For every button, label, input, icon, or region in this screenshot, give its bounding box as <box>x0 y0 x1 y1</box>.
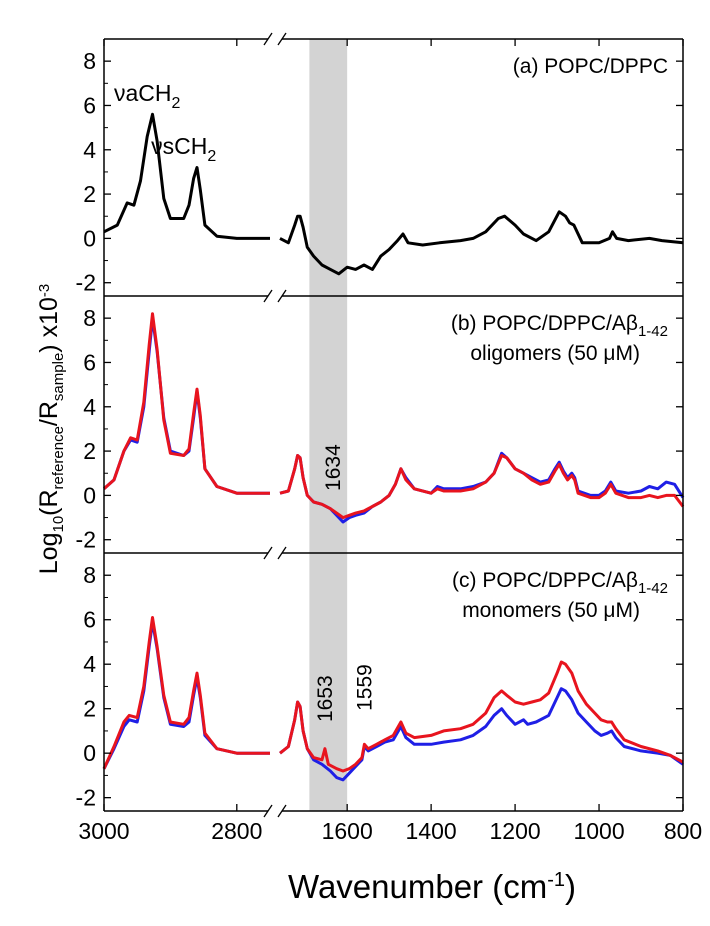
x-tick-label-800: 800 <box>664 818 702 844</box>
break-gap-4 <box>268 807 282 815</box>
y-tick-label-p2-0: 0 <box>83 482 96 508</box>
peak-label-subscript: 2 <box>207 148 216 165</box>
highlight-band <box>309 39 348 811</box>
y-tick-label-p2-8: 8 <box>83 305 96 331</box>
break-mark-a-1 <box>263 32 273 46</box>
y-tick-label-p3-2: 2 <box>83 696 96 722</box>
annotation-1653: 1653 <box>314 675 337 722</box>
y-tick-label-p1-4: 4 <box>83 137 96 163</box>
x-tick-label-1000: 1000 <box>573 818 624 844</box>
y-title-part-1: Log <box>35 533 63 575</box>
panel-label-1: (a) POPC/DPPC <box>513 55 668 78</box>
y-axis-title: Log10(Rreference/Rsample) x10-3 <box>35 284 67 574</box>
series-line-panel2-2-low <box>279 454 685 520</box>
y-title-part-5: /R <box>35 401 63 426</box>
break-mark-a-2 <box>263 289 273 303</box>
frame-layer <box>103 32 684 818</box>
y-title-part-8: -3 <box>36 284 53 297</box>
y-tick-label-p2-6: 6 <box>83 349 96 375</box>
y-tick-label-p1--2: -2 <box>76 270 96 296</box>
break-mark-a-3 <box>263 546 273 560</box>
series-line-panel3-2-high <box>102 616 270 770</box>
y-tick-label-p3-8: 8 <box>83 562 96 588</box>
y-title-part-4: reference <box>50 426 67 489</box>
x-tick-label-2800: 2800 <box>211 818 262 844</box>
panel-label-subscript: 1-42 <box>638 323 668 340</box>
y-tick-label-p1-0: 0 <box>83 225 96 251</box>
y-title-part-6: sample <box>50 353 67 401</box>
break-gap-2 <box>268 292 282 300</box>
peak-label-subscript: 2 <box>171 95 180 112</box>
y-tick-label-p2--2: -2 <box>76 527 96 553</box>
y-tick-label-p3-4: 4 <box>83 651 96 677</box>
y-tick-label-p3-0: 0 <box>83 740 96 766</box>
x-tick-label-1600: 1600 <box>322 818 373 844</box>
y-title-part-7: ) x10 <box>35 297 63 353</box>
panel-label-line2-2: oligomers (50 μM) <box>470 342 640 365</box>
peak-label-base: νaCH <box>114 80 172 106</box>
panel-label-2: (b) POPC/DPPC/Aβ1-42 <box>451 312 668 340</box>
series-line-panel3-2-low <box>279 660 684 773</box>
peak-label-1: νaCH2 <box>114 80 181 112</box>
panel-label-main: (a) POPC/DPPC <box>513 55 668 78</box>
series-layer <box>102 112 685 782</box>
break-mark-b-2 <box>277 289 287 303</box>
series-line-panel2-2-high <box>103 312 270 495</box>
x-title-part-1: Wavenumber (cm <box>288 868 547 905</box>
y-tick-label-p1-8: 8 <box>83 48 96 74</box>
break-mark-b-1 <box>277 32 287 46</box>
peak-label-2: νsCH2 <box>151 133 216 165</box>
break-mark-b-4 <box>277 804 287 818</box>
annotation-1559: 1559 <box>353 664 376 711</box>
series-line-panel1-1-high <box>103 112 270 240</box>
peak-label-base: νsCH <box>151 133 207 159</box>
series-line-panel3-1-low <box>279 687 684 782</box>
y-tick-label-p1-2: 2 <box>83 181 96 207</box>
panel-label-line2-3: monomers (50 μM) <box>462 599 640 622</box>
y-tick-label-p3-6: 6 <box>83 607 96 633</box>
x-title-part-2: -1 <box>547 869 565 891</box>
y-tick-label-p2-2: 2 <box>83 438 96 464</box>
annotation-1634: 1634 <box>322 444 345 491</box>
break-gap-3 <box>268 549 282 557</box>
x-title-part-3: ) <box>565 868 576 905</box>
panel-label-main: (b) POPC/DPPC/Aβ <box>451 312 638 335</box>
break-mark-b-3 <box>277 546 287 560</box>
y-tick-label-p2-4: 4 <box>83 394 96 420</box>
series-line-panel1-1-low <box>279 210 684 276</box>
break-gap-1 <box>268 35 282 43</box>
x-tick-label-1200: 1200 <box>489 818 540 844</box>
x-axis-title: Wavenumber (cm-1) <box>288 868 576 905</box>
y-title-part-2: 10 <box>50 516 67 533</box>
y-tick-label-p3--2: -2 <box>76 785 96 811</box>
panel-label-3: (c) POPC/DPPC/Aβ1-42 <box>452 569 668 597</box>
break-mark-a-4 <box>263 804 273 818</box>
panel-label-subscript: 1-42 <box>638 580 668 597</box>
panel-label-main: (c) POPC/DPPC/Aβ <box>452 569 638 592</box>
axis-titles: Log10(Rreference/Rsample) x10-3 Wavenumb… <box>35 284 576 905</box>
x-tick-label-1400: 1400 <box>406 818 457 844</box>
x-tick-label-3000: 3000 <box>78 818 129 844</box>
y-title-part-3: (R <box>35 489 63 515</box>
y-tick-label-p1-6: 6 <box>83 92 96 118</box>
